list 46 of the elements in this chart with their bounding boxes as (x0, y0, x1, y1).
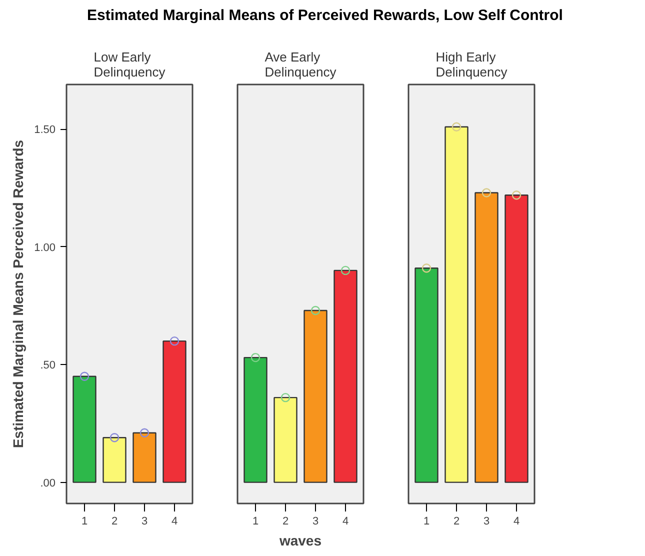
chart-subtitle: High Early Delinquency (436, 50, 508, 80)
y-tick-label: .00 (40, 477, 56, 490)
point (110, 433, 120, 442)
point (512, 190, 522, 200)
text: Estimated Marginal Means of Perceived Rewards, Low Self Control (87, 6, 563, 26)
bar (132, 432, 156, 483)
x-tick-label: 2 (111, 516, 118, 528)
bar (474, 192, 498, 483)
x-tick-label: 2 (282, 516, 289, 528)
x-tick-label: 3 (483, 516, 490, 528)
bar (274, 396, 298, 483)
x-tick-label: 1 (252, 516, 259, 528)
x-tick-label: 4 (342, 516, 349, 528)
point (310, 306, 320, 316)
x-tick-label: 2 (453, 516, 460, 528)
point (250, 352, 260, 362)
y-axis-title: Estimated Marginal Means Perceived Rewards (10, 140, 26, 448)
x-axis-title: waves (278, 532, 322, 548)
point (80, 372, 90, 381)
chart-subtitle: Low Early Delinquency (94, 50, 166, 80)
bar (444, 126, 468, 483)
bar (162, 340, 186, 483)
point (170, 336, 180, 346)
x-tick-label: 1 (81, 516, 88, 528)
x-tick-label: 1 (423, 516, 430, 528)
point (340, 266, 350, 276)
x-tick-label: 4 (513, 516, 520, 528)
x-tick-label: 3 (312, 516, 319, 528)
point (482, 188, 492, 198)
bar (504, 194, 528, 483)
bar (304, 310, 328, 483)
point (280, 392, 290, 402)
point (422, 264, 432, 273)
y-tick-label: .50 (40, 360, 56, 372)
bar (334, 270, 358, 483)
bar (244, 356, 268, 483)
chart-subtitle: Ave Early Delinquency (264, 50, 337, 80)
y-tick-label: 1.00 (34, 242, 56, 254)
y-tick-label: 1.50 (34, 124, 56, 136)
point (140, 428, 150, 438)
x-tick-label: 4 (171, 516, 178, 528)
bar (414, 268, 438, 483)
bar (102, 436, 126, 483)
bar (72, 376, 96, 483)
point (452, 122, 462, 132)
x-tick-label: 3 (141, 516, 148, 528)
